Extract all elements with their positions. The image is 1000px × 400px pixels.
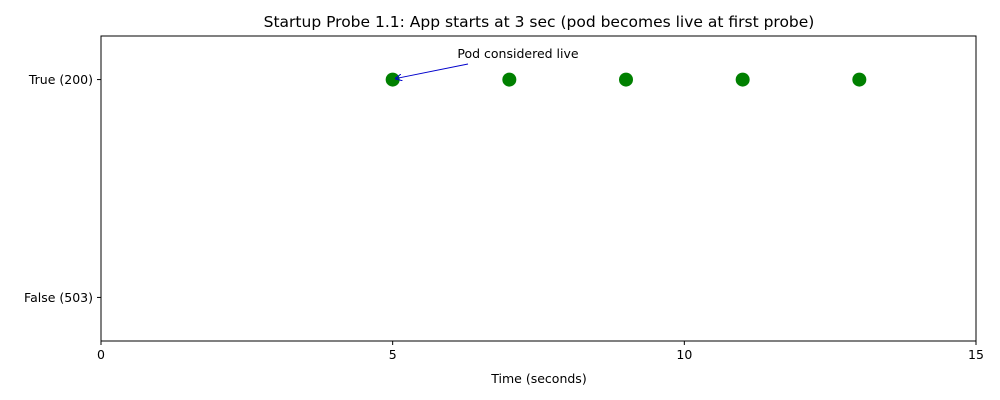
data-point-0 bbox=[385, 72, 400, 87]
x-tick-label: 5 bbox=[389, 347, 397, 362]
chart-title: Startup Probe 1.1: App starts at 3 sec (… bbox=[264, 13, 815, 31]
x-axis-label: Time (seconds) bbox=[490, 371, 586, 386]
data-points bbox=[385, 72, 867, 87]
y-tick-label: True (200) bbox=[28, 72, 93, 87]
x-tick-label: 0 bbox=[97, 347, 105, 362]
annotation-text: Pod considered live bbox=[457, 46, 579, 61]
y-tick-label: False (503) bbox=[24, 290, 93, 305]
x-axis: 0 5 10 15 bbox=[97, 341, 984, 362]
data-point-1 bbox=[502, 72, 517, 87]
data-point-2 bbox=[619, 72, 633, 87]
y-axis: True (200) False (503) bbox=[24, 72, 101, 305]
plot-area bbox=[100, 35, 977, 342]
x-tick-label: 10 bbox=[676, 347, 692, 362]
data-point-3 bbox=[735, 72, 750, 87]
annotation-arrow bbox=[396, 63, 469, 79]
data-point-4 bbox=[852, 72, 867, 87]
x-tick-label: 15 bbox=[968, 347, 984, 362]
